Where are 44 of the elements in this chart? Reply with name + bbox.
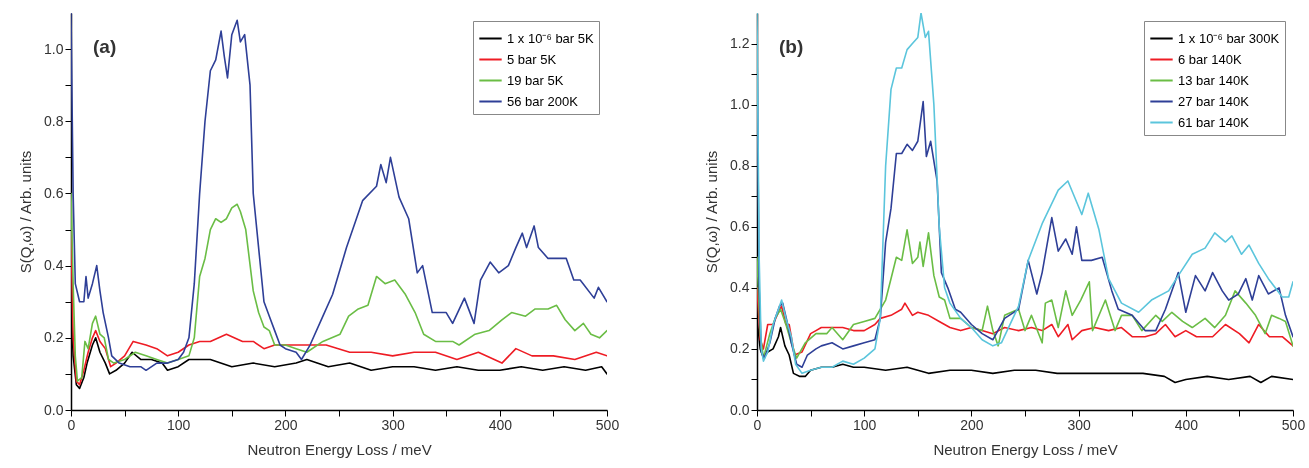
y-tick-label: 0.0 [44,401,64,418]
x-tick-label: 0 [753,416,762,433]
y-tick-label: 0.0 [730,401,750,418]
x-tick-label: 100 [167,416,191,433]
line-series [757,287,1293,356]
text: (a) [93,36,117,57]
y-tick-label: 1.0 [730,96,750,113]
x-axis-title: Neutron Energy Loss / meV [247,440,432,458]
y-tick-label: 0.6 [44,184,64,201]
legend-label: 5 bar 5K [507,51,557,67]
legend-label: 13 bar 140K [1178,72,1250,88]
y-axis-title: S(Q,ω) / Arb. units [17,150,35,274]
text: (b) [779,36,804,57]
y-tick-label: 0.2 [44,329,64,346]
legend-label: 6 bar 140K [1178,51,1242,67]
y-tick-label: 0.4 [730,279,750,296]
y-tick-label: 0.4 [44,257,64,274]
x-axis-title: Neutron Energy Loss / meV [933,440,1118,458]
x-tick-label: 500 [1281,416,1306,433]
line-series [71,192,607,382]
legend-label: 19 bar 5K [507,72,564,88]
legend-label: 61 bar 140K [1178,114,1250,130]
x-tick-label: 300 [381,416,405,433]
x-tick-label: 400 [1174,416,1199,433]
legend-label: 27 bar 140K [1178,93,1250,109]
legend-label: 1 x 10⁻⁶ bar 5K [507,30,595,46]
x-tick-label: 300 [1067,416,1091,433]
y-tick-label: 1.0 [44,40,64,57]
x-tick-label: 200 [960,416,984,433]
y-tick-label: 0.8 [44,112,64,129]
y-tick-label: 1.2 [730,35,750,52]
x-tick-label: 200 [274,416,298,433]
x-tick-label: 100 [853,416,877,433]
y-tick-label: 0.2 [730,340,750,357]
x-tick-label: 0 [67,416,76,433]
line-series [757,229,1293,359]
x-tick-label: 500 [595,416,620,433]
x-tick-label: 400 [488,416,513,433]
legend-label: 1 x 10⁻⁶ bar 300K [1178,30,1280,46]
y-axis-title: S(Q,ω) / Arb. units [703,150,721,274]
y-tick-label: 0.6 [730,218,750,235]
line-series [71,13,607,372]
y-tick-label: 0.8 [730,157,750,174]
legend-label: 56 bar 200K [507,93,579,109]
